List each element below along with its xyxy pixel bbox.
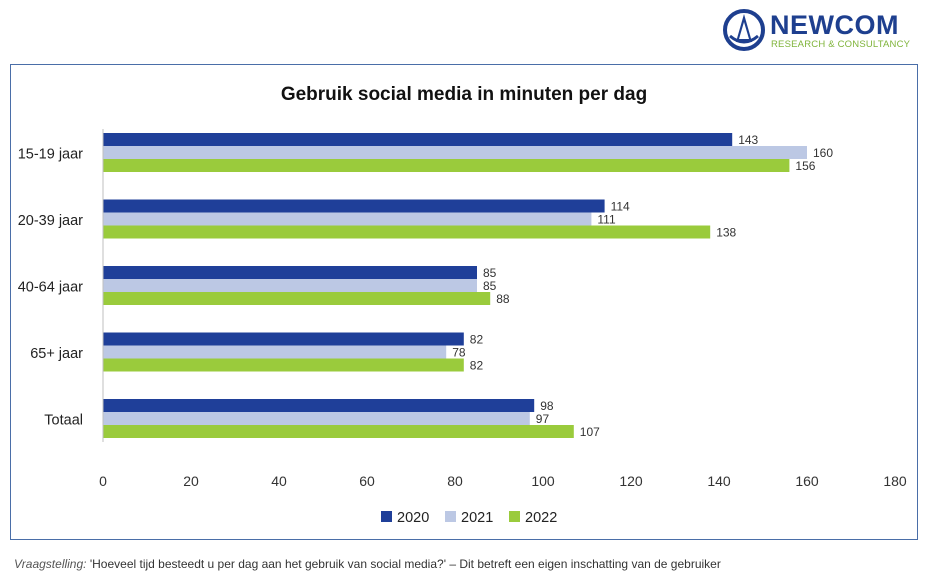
category-label: 65+ jaar [30,346,83,362]
data-label: 156 [795,159,815,173]
bar-2020 [103,332,464,346]
bar-2020 [103,399,535,412]
newcom-logo: NEWCOM RESEARCH & CONSULTANCY [722,8,922,52]
data-label: 160 [813,146,833,160]
legend-entry: 2020 [397,510,429,526]
bar-2021 [103,279,477,292]
x-tick-label: 100 [531,473,555,489]
x-tick-label: 180 [883,473,907,489]
legend-entry: 2021 [461,510,493,526]
category-label: 15-19 jaar [18,147,83,163]
data-label: 143 [738,133,758,147]
bar-2022 [103,292,491,305]
bar-2021 [103,412,530,425]
bar-2021 [103,345,447,359]
x-tick-label: 0 [99,473,107,489]
logo-brand: NEWCOM [770,10,899,40]
data-label: 111 [597,213,616,227]
legend-entry: 2022 [525,510,557,526]
footnote-text: 'Hoeveel tijd besteedt u per dag aan het… [89,557,721,571]
data-label: 78 [452,346,466,360]
x-tick-label: 80 [447,473,463,489]
chart-title: Gebruik social media in minuten per dag [281,84,647,105]
x-tick-label: 20 [183,473,199,489]
legend-swatch-2020 [381,511,392,522]
x-tick-label: 160 [795,473,819,489]
bar-2021 [103,146,807,159]
footnote-prefix: Vraagstelling: [14,557,87,571]
x-tick-label: 120 [619,473,643,489]
chart-frame: Gebruik social media in minuten per dag 1… [10,64,918,540]
category-label: 20-39 jaar [18,213,83,229]
legend-swatch-2021 [445,511,456,522]
data-label: 98 [540,399,554,413]
category-label: Totaal [44,413,83,429]
bar-2022 [103,225,711,239]
category-label: 40-64 jaar [18,280,83,296]
bar-2022 [103,425,574,438]
bar-2020 [103,133,733,146]
footnote: Vraagstelling: 'Hoeveel tijd besteedt u … [14,557,721,571]
bar-2020 [103,266,477,279]
data-label: 82 [470,333,484,347]
data-label: 85 [483,279,497,293]
data-label: 82 [470,359,484,373]
x-tick-label: 140 [707,473,731,489]
x-tick-label: 40 [271,473,287,489]
x-tick-label: 60 [359,473,375,489]
bar-2021 [103,212,592,226]
data-label: 107 [580,425,600,439]
bar-2022 [103,159,790,172]
bar-2020 [103,199,605,213]
bar-chart: Gebruik social media in minuten per dag 1… [18,84,907,526]
bar-2022 [103,358,464,372]
data-label: 85 [483,266,497,280]
data-label: 114 [611,200,630,214]
globe-icon [723,9,765,51]
legend-swatch-2022 [509,511,520,522]
data-label: 97 [536,412,550,426]
logo-tagline: RESEARCH & CONSULTANCY [771,39,911,50]
data-label: 138 [716,226,736,240]
data-label: 88 [496,292,510,306]
